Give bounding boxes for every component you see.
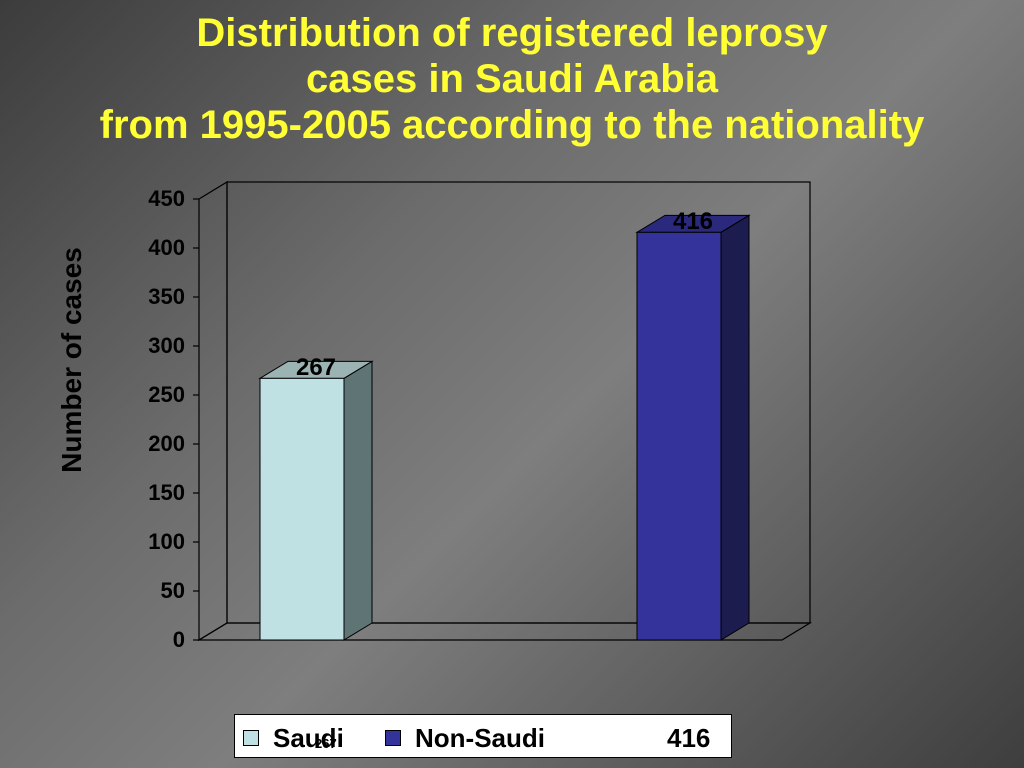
- bars-group: [258, 214, 751, 641]
- legend-label-non-saudi: Non-Saudi: [415, 723, 545, 753]
- legend: Saudi 267 Non-Saudi 416: [234, 714, 732, 758]
- bar-side-non-saudi: [720, 214, 750, 641]
- data-label-non-saudi: 416: [672, 208, 714, 236]
- legend-value-saudi: 267: [315, 736, 337, 751]
- title-line-2: cases in Saudi Arabia: [305, 57, 719, 101]
- y-tick-label: 400: [148, 235, 185, 260]
- plot-frame: [193, 180, 813, 642]
- legend-label-saudi: Saudi: [273, 723, 344, 753]
- legend-value-non-saudi: 416: [667, 723, 711, 753]
- y-tick-label: 100: [148, 529, 185, 554]
- bar-side-saudi: [343, 360, 373, 641]
- y-tick-label: 250: [148, 382, 185, 407]
- title-line-3: from 1995-2005 according to the national…: [99, 103, 925, 147]
- y-tick-label: 200: [148, 431, 185, 456]
- y-tick-label: 150: [148, 480, 185, 505]
- title-line-1: Distribution of registered leprosy: [196, 11, 828, 55]
- side-wall: [198, 180, 228, 642]
- data-label-saudi: 267: [295, 354, 337, 382]
- y-tick-label: 0: [172, 627, 185, 652]
- floor: [196, 622, 813, 641]
- y-tick-label: 50: [160, 578, 185, 603]
- y-tick-label: 350: [148, 284, 185, 309]
- legend-swatch-saudi: [243, 730, 259, 746]
- bar-saudi: [259, 377, 345, 641]
- slide-title: Distribution of registered leprosy cases…: [0, 10, 1024, 148]
- y-tick-label: 450: [148, 186, 185, 211]
- y-tick-label: 300: [148, 333, 185, 358]
- bar-non-saudi: [636, 231, 722, 641]
- y-axis-label: Number of cases: [56, 247, 87, 473]
- legend-swatch-non-saudi: [385, 730, 401, 746]
